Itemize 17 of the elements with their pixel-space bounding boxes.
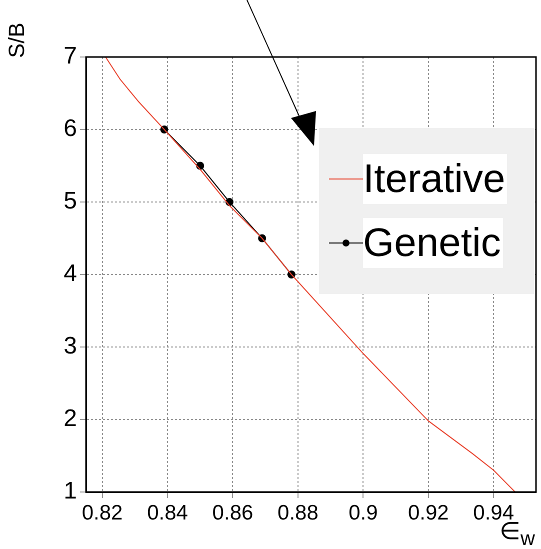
x-tick-label: 0.88 [278,501,318,524]
y-tick-label: 5 [64,188,77,215]
y-axis-title: S/B [4,22,30,58]
x-tick-label: 0.9 [348,501,378,524]
legend-label: Iterative [363,154,508,204]
x-tick-label: 0.92 [408,501,449,524]
legend-label: Genetic [363,218,503,268]
y-tick-label: 4 [64,260,77,288]
x-tick-label: 0.82 [82,501,123,524]
y-tick-label: 6 [64,115,77,142]
y-tick-label: 2 [64,405,77,432]
y-tick-label: 7 [64,42,77,70]
x-tick-label: 0.86 [212,501,254,524]
x-tick-label: 0.84 [147,501,188,524]
x-axis-title: ∈$_{w}$ [500,518,535,549]
y-tick-label: 3 [64,332,77,360]
y-tick-label: 1 [64,478,77,505]
